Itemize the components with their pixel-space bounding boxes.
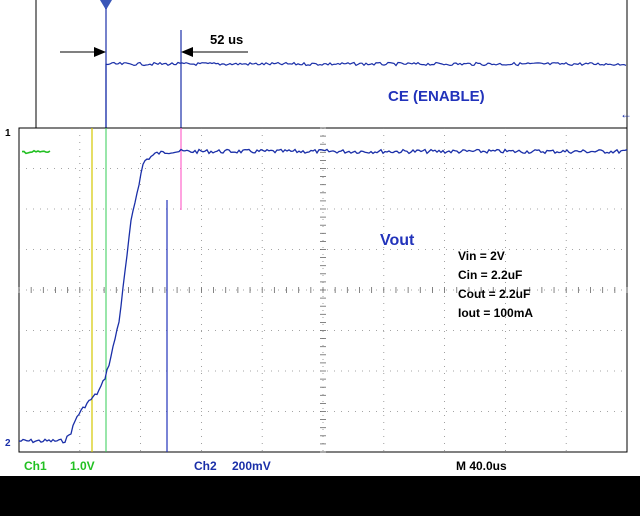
timebase: M 40.0us — [456, 459, 507, 473]
ch1-label: Ch1 — [24, 459, 47, 473]
ch2-label: Ch2 — [194, 459, 217, 473]
condition-iout: Iout = 100mA — [458, 306, 533, 320]
ch2-vout-trace — [18, 148, 628, 444]
ch2-scale: 200mV — [232, 459, 271, 473]
delay-annotation: 52 us — [210, 32, 243, 47]
vout-label: Vout — [380, 232, 415, 249]
ce-trace — [105, 61, 627, 128]
condition-cout: Cout = 2.2uF — [458, 287, 530, 301]
graticule-grid — [18, 127, 628, 453]
ce-label: CE (ENABLE) — [388, 88, 485, 105]
trigger-marker-icon — [100, 0, 112, 10]
ch1-marker: 1 — [5, 128, 11, 139]
right-edge-arrow-icon: ← — [620, 107, 632, 121]
condition-cin: Cin = 2.2uF — [458, 268, 522, 282]
delay-arrow-left-head — [94, 47, 106, 57]
readout-bar: Ch1 1.0V Ch2 200mV M 40.0us — [24, 459, 507, 473]
ch1-trace — [21, 149, 51, 155]
ch2-marker: 2 — [5, 438, 11, 449]
bottom-black-band — [0, 476, 640, 516]
delay-arrow-right-head — [181, 47, 193, 57]
top-panel: 52 us CE (ENABLE) ← — [35, 0, 632, 128]
condition-vin: Vin = 2V — [458, 249, 505, 263]
conditions-box: Vin = 2V Cin = 2.2uF Cout = 2.2uF Iout =… — [458, 249, 533, 320]
ch1-scale: 1.0V — [70, 459, 95, 473]
main-panel: 1 2 Vout Vin = 2V Cin = 2.2uF Cout = 2.2… — [5, 127, 628, 453]
